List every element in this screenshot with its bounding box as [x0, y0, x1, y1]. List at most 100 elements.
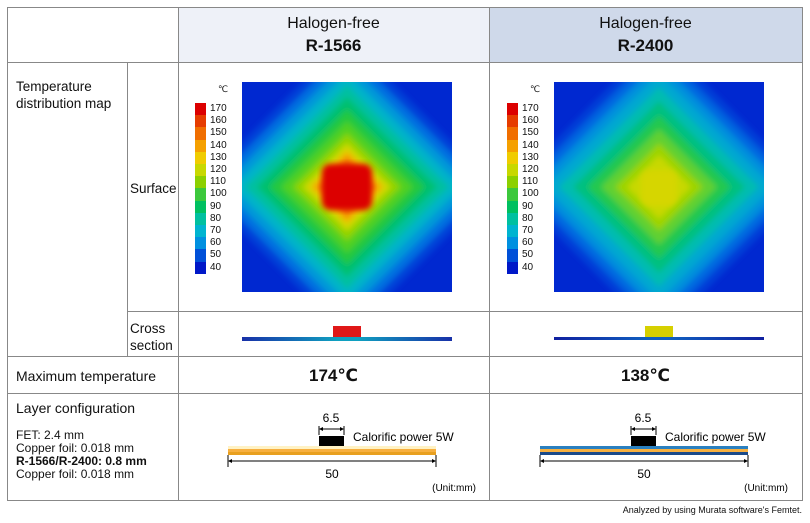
- header-r1566-line2: R-1566: [305, 35, 362, 55]
- layer-config-title: Layer configuration: [16, 400, 136, 416]
- scale-tick-label: 40: [210, 261, 222, 273]
- scale-swatch: [195, 249, 206, 262]
- scale-tick-label: 100: [210, 188, 227, 200]
- scale-swatch: [195, 176, 206, 189]
- board-width-label: 50: [325, 467, 339, 481]
- power-label: Calorific power 5W: [665, 430, 766, 444]
- scale-tick-label: 140: [522, 139, 539, 151]
- header-r2400-line1: Halogen-free: [599, 14, 692, 32]
- board-bottom: [228, 452, 436, 455]
- board-top: [228, 446, 436, 449]
- max-temp-label: Maximum temperature: [16, 368, 157, 384]
- scale-swatch: [195, 139, 206, 152]
- color-scale-r2400: ℃ 170 160 150 140 130 120 110 100 90 80 70 60 50 40: [504, 84, 554, 274]
- cross-section-label: Cross section: [130, 321, 173, 353]
- grid-line: [802, 7, 803, 501]
- header-r2400-line2: R-2400: [617, 35, 674, 55]
- scale-tick-label: 90: [210, 200, 222, 212]
- board-top: [540, 446, 748, 449]
- scale-tick-label: 80: [210, 212, 222, 224]
- header-r1566-line1: Halogen-free: [287, 14, 380, 32]
- board-mid: [540, 449, 748, 452]
- grid-line: [127, 311, 803, 312]
- scale-tick-label: 130: [522, 151, 539, 163]
- cross-board: [242, 337, 452, 341]
- scale-tick-label: 70: [210, 225, 222, 236]
- grid-line: [178, 7, 179, 501]
- layer-copper-top: Copper foil: 0.018 mm: [16, 441, 135, 455]
- header-r1566: Halogen-free R-1566: [178, 7, 489, 62]
- scale-swatch: [195, 115, 206, 128]
- cross-section-r2400: [554, 322, 764, 344]
- scale-swatch: [507, 249, 518, 262]
- unit-label: (Unit:mm): [432, 483, 476, 494]
- scale-tick-label: 160: [210, 115, 227, 127]
- scale-swatch: [507, 164, 518, 177]
- layer-fet: FET: 2.4 mm: [16, 428, 85, 442]
- scale-swatch: [195, 127, 206, 140]
- unit-label: (Unit:mm): [744, 483, 788, 494]
- scale-swatch: [507, 237, 518, 250]
- grid-line: [7, 7, 803, 8]
- scale-tick-label: 40: [522, 261, 534, 273]
- scale-swatch: [507, 212, 518, 225]
- scale-swatch: [195, 103, 206, 116]
- scale-swatch: [195, 212, 206, 225]
- scale-tick-label: 70: [522, 225, 534, 236]
- scale-tick-label: 150: [210, 127, 227, 139]
- scale-swatch: [195, 200, 206, 213]
- scale-tick-label: 160: [522, 115, 539, 127]
- grid-line: [7, 356, 803, 357]
- scale-swatch: [195, 237, 206, 250]
- scale-tick-label: 100: [522, 188, 539, 200]
- fet-width-label: 6.5: [323, 411, 340, 425]
- layer-config-label: Layer configuration FET: 2.4 mm Copper f…: [16, 400, 176, 481]
- scale-swatch: [507, 261, 518, 274]
- scale-swatch: [507, 200, 518, 213]
- hot-spot: [322, 164, 372, 210]
- grid-line: [127, 62, 128, 357]
- board-mid: [228, 449, 436, 452]
- cross-fet: [645, 326, 673, 337]
- fet-block: [319, 436, 344, 446]
- color-scale-r1566: ℃ 170 160 150 140 130 120 110 100 90 80 70 60 50 40: [192, 84, 242, 274]
- hot-spot: [641, 170, 677, 206]
- scale-swatch: [195, 188, 206, 201]
- scale-swatch: [195, 261, 206, 274]
- scale-tick-label: 50: [522, 249, 534, 261]
- grid-line: [7, 7, 8, 501]
- heatmap-r1566: [242, 82, 452, 292]
- scale-tick-label: 60: [522, 237, 534, 249]
- header-r2400: Halogen-free R-2400: [489, 7, 802, 62]
- scale-tick-label: 130: [210, 151, 227, 163]
- max-temp-r2400: 138℃: [621, 366, 670, 385]
- layer-board: R-1566/R-2400: 0.8 mm: [16, 454, 147, 468]
- board-bottom: [540, 452, 748, 455]
- scale-tick-label: 140: [210, 139, 227, 151]
- scale-tick-label: 150: [522, 127, 539, 139]
- layer-diagram-r2400: 6.5 Calorific power 5W 50 (Unit:mm): [539, 411, 788, 494]
- scale-swatch: [195, 164, 206, 177]
- scale-tick-label: 110: [522, 176, 538, 188]
- max-temp-r1566: 174℃: [309, 366, 358, 385]
- grid-line: [489, 7, 490, 501]
- board-width-label: 50: [637, 467, 651, 481]
- fet-width-label: 6.5: [635, 411, 652, 425]
- heatmap-r2400: [554, 82, 764, 292]
- scale-tick-label: 50: [210, 249, 222, 261]
- footer-note: Analyzed by using Murata software's Femt…: [622, 505, 802, 515]
- layer-copper-bottom: Copper foil: 0.018 mm: [16, 467, 135, 481]
- scale-unit: ℃: [218, 84, 229, 94]
- scale-tick-label: 120: [522, 164, 539, 175]
- scale-tick-label: 110: [210, 176, 226, 188]
- scale-unit: ℃: [530, 84, 541, 94]
- scale-tick-label: 170: [522, 103, 539, 114]
- scale-swatch: [507, 127, 518, 140]
- scale-tick-label: 170: [210, 103, 227, 114]
- cross-fet: [333, 326, 361, 337]
- scale-swatch: [507, 225, 518, 238]
- scale-swatch: [507, 188, 518, 201]
- temp-map-label: Temperature distribution map: [16, 79, 112, 111]
- scale-swatch: [507, 139, 518, 152]
- scale-swatch: [507, 151, 518, 164]
